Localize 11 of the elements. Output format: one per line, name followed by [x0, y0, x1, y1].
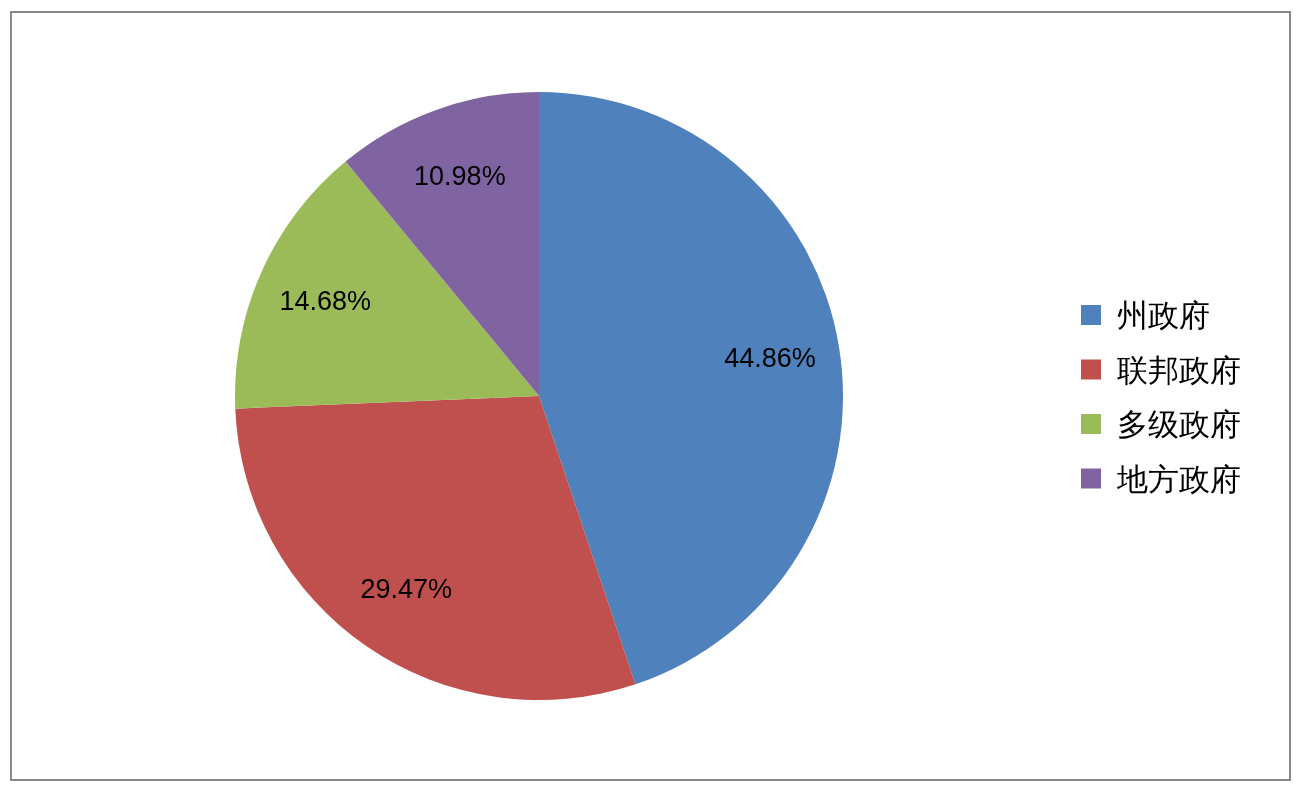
data-label: 14.68% — [279, 285, 372, 316]
pie-slice — [235, 396, 636, 700]
legend-label: 地方政府 — [1116, 460, 1241, 497]
legend-label: 多级政府 — [1117, 406, 1241, 442]
data-label: 10.98% — [414, 160, 506, 191]
data-label: 44.86% — [724, 343, 816, 374]
data-label: 29.47% — [360, 573, 452, 604]
legend-label: 州政府 — [1117, 297, 1210, 333]
pie-slice — [235, 161, 539, 409]
legend-label: 联邦政府 — [1117, 351, 1241, 388]
pie-slice — [539, 92, 843, 685]
